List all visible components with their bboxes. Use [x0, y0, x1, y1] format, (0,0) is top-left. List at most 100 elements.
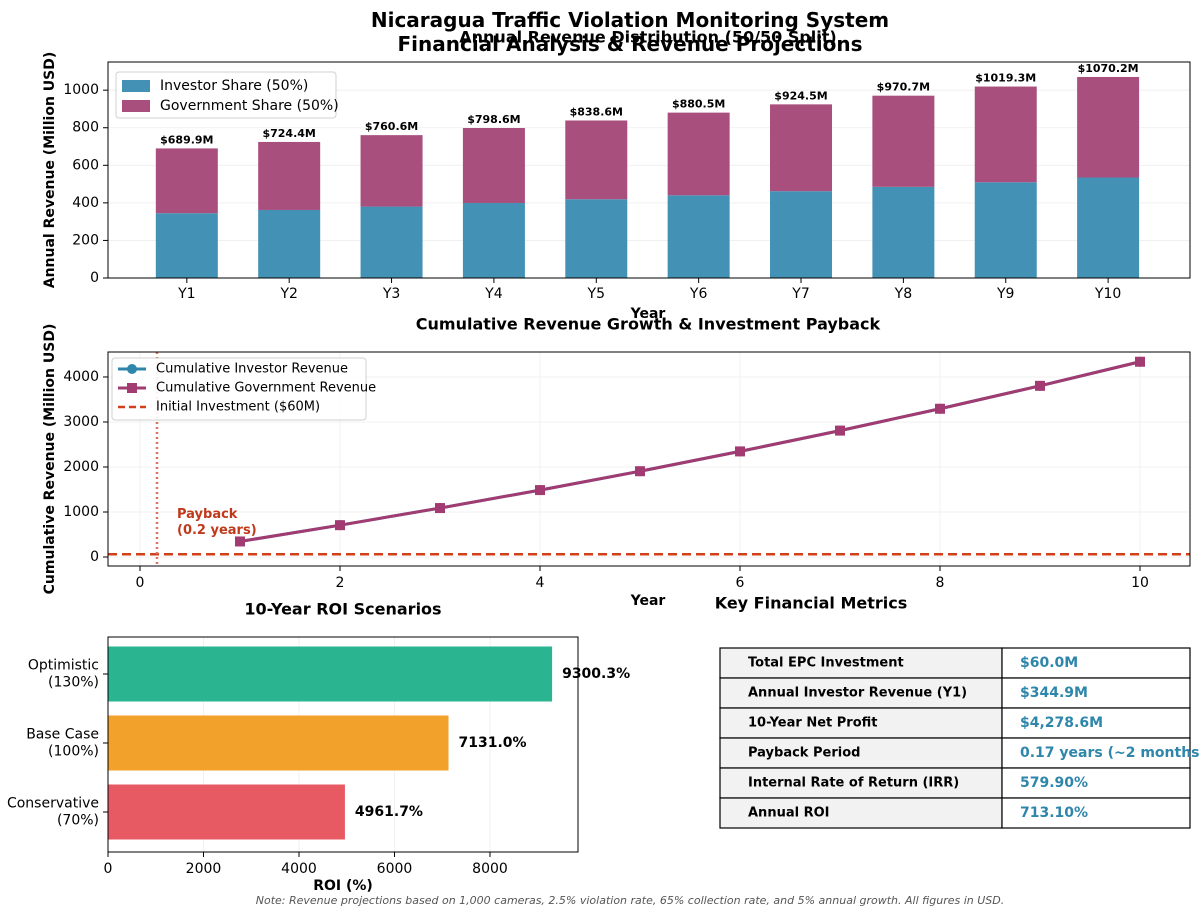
- chart-title: 10-Year ROI Scenarios: [244, 600, 441, 619]
- y-tick-label: 400: [72, 195, 99, 211]
- total-label: $838.6M: [570, 105, 623, 118]
- metric-value: 579.90%: [1020, 775, 1088, 791]
- table-cell: [1001, 737, 1191, 769]
- x-tick-label: Y6: [689, 286, 708, 302]
- metric-value: $344.9M: [1020, 685, 1088, 701]
- y-tick-label: 1000: [63, 504, 99, 520]
- figure-title: Nicaragua Traffic Violation Monitoring S…: [371, 8, 889, 56]
- x-tick-label: 8000: [472, 861, 508, 877]
- plot-frame: [107, 636, 579, 853]
- total-label: $880.5M: [672, 98, 725, 111]
- y-tick-label: Optimistic (130%): [28, 658, 99, 691]
- marker: [235, 536, 245, 547]
- bar-segment: [360, 206, 423, 278]
- bar-segment: [360, 135, 423, 207]
- chart-title: Cumulative Revenue Growth & Investment P…: [416, 315, 881, 334]
- x-tick-label: Y9: [996, 286, 1014, 302]
- x-tick-label: Y10: [1094, 286, 1121, 302]
- x-tick-label: Y1: [177, 286, 195, 302]
- y-tick-label: Base Case (100%): [26, 727, 99, 760]
- table-cell: [719, 677, 1003, 709]
- bar-segment: [258, 209, 321, 278]
- legend: [111, 357, 367, 421]
- table-title: Key Financial Metrics: [715, 594, 908, 613]
- value-label: 4961.7%: [355, 804, 423, 820]
- chart-title: Annual Revenue Distribution (50/50 Split…: [459, 28, 836, 47]
- marker: [535, 485, 545, 496]
- x-tick-label: Y8: [894, 286, 912, 302]
- text-line: Conservative: [7, 796, 99, 812]
- y-tick-label: 0: [90, 270, 99, 286]
- bar-segment: [258, 141, 321, 210]
- marker: [735, 446, 745, 457]
- y-axis-label: Annual Revenue (Million USD): [42, 52, 58, 289]
- table-cell: [1001, 647, 1191, 679]
- text-line: Payback: [177, 507, 238, 522]
- y-tick-label: 600: [72, 157, 99, 173]
- table-cell: [1001, 797, 1191, 829]
- bar-segment: [872, 95, 935, 187]
- x-axis-label: ROI (%): [313, 878, 373, 894]
- total-label: $1019.3M: [975, 72, 1036, 85]
- metric-value: $60.0M: [1020, 655, 1078, 671]
- total-label: $689.9M: [160, 133, 213, 146]
- x-tick-label: 0: [104, 861, 113, 877]
- annotation: Payback (0.2 years): [177, 507, 257, 538]
- y-tick-label: 2000: [63, 459, 99, 475]
- x-axis-label: Year: [630, 593, 666, 609]
- table-cell: [1001, 707, 1191, 739]
- x-tick-label: Y4: [484, 286, 503, 302]
- marker: [835, 425, 845, 436]
- table-cell: [719, 797, 1003, 829]
- value-label: 7131.0%: [459, 735, 527, 751]
- x-tick-label: Y2: [279, 286, 297, 302]
- value-label: 9300.3%: [562, 666, 630, 682]
- footnote: Note: Revenue projections based on 1,000…: [256, 894, 1005, 907]
- text-line: Financial Analysis & Revenue Projections: [397, 32, 862, 56]
- marker: [335, 520, 345, 531]
- x-tick-label: Y7: [791, 286, 809, 302]
- table-cell: [1001, 677, 1191, 709]
- marker: [935, 403, 945, 414]
- total-label: $924.5M: [774, 89, 827, 102]
- bar-segment: [565, 199, 628, 278]
- total-label: $1070.2M: [1078, 62, 1139, 75]
- bar-segment: [155, 148, 218, 214]
- bar-segment: [974, 182, 1037, 278]
- bar-segment: [770, 104, 833, 192]
- bar-segment: [974, 86, 1037, 183]
- x-tick-label: 2: [336, 575, 345, 591]
- bar-segment: [1077, 76, 1140, 178]
- metric-name: Total EPC Investment: [748, 656, 904, 671]
- x-tick-label: 6: [736, 575, 745, 591]
- bar-segment: [565, 120, 628, 200]
- metric-value: 713.10%: [1020, 805, 1088, 821]
- marker: [635, 466, 645, 477]
- metric-name: Internal Rate of Return (IRR): [748, 776, 959, 791]
- total-label: $760.6M: [365, 120, 418, 133]
- y-tick-label: 800: [72, 120, 99, 136]
- marker: [1035, 380, 1045, 391]
- text-line: (100%): [48, 743, 99, 759]
- x-tick-label: 4000: [281, 861, 317, 877]
- x-tick-label: 4: [536, 575, 545, 591]
- metric-name: Annual Investor Revenue (Y1): [748, 686, 967, 701]
- text-line: Optimistic: [28, 658, 99, 674]
- legend-label: Investor Share (50%): [160, 78, 308, 94]
- table-cell: [719, 737, 1003, 769]
- x-tick-label: 0: [136, 575, 145, 591]
- plot-frame: [107, 351, 1191, 567]
- text-line: Nicaragua Traffic Violation Monitoring S…: [371, 8, 889, 32]
- bar-segment: [667, 112, 730, 196]
- table-cell: [1001, 767, 1191, 799]
- metric-value: $4,278.6M: [1020, 715, 1103, 731]
- bar-segment: [1077, 177, 1140, 278]
- text-line: Base Case: [26, 727, 99, 743]
- x-tick-label: 6000: [377, 861, 413, 877]
- metric-name: 10-Year Net Profit: [748, 716, 877, 731]
- x-tick-label: 2000: [186, 861, 222, 877]
- x-tick-label: 10: [1131, 575, 1149, 591]
- y-tick-label: 200: [72, 232, 99, 248]
- bar: [108, 715, 449, 771]
